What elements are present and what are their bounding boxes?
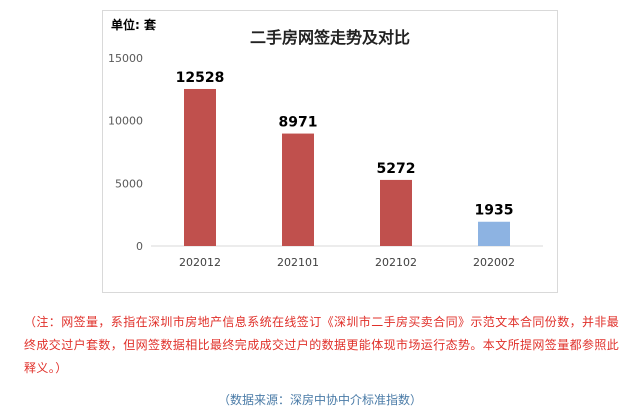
x-tick-label: 202012	[179, 256, 221, 269]
chart-title: 二手房网签走势及对比	[249, 28, 410, 47]
data-label: 5272	[377, 161, 416, 177]
bar-202002	[478, 221, 510, 246]
y-tick-label: 15000	[108, 52, 143, 65]
x-tick-label: 202101	[277, 256, 319, 269]
data-label: 12528	[176, 70, 225, 86]
y-tick-label: 10000	[108, 115, 143, 128]
data-label: 1935	[475, 203, 514, 219]
chart-panel: 0 5000 10000 15000 12528 202012 8971 202101 5272…	[102, 10, 558, 293]
y-tick-label: 5000	[115, 177, 143, 190]
bar-202101	[282, 133, 314, 246]
footnote: （注：网签量，系指在深圳市房地产信息系统在线签订《深圳市二手房买卖合同》示范文本…	[24, 315, 620, 375]
x-tick-label: 202002	[473, 256, 515, 269]
bar-chart: 0 5000 10000 15000 12528 202012 8971 202101 5272…	[108, 52, 543, 269]
unit-label: 单位: 套	[111, 18, 156, 32]
data-source: （数据来源：深房中协中介标准指数）	[217, 393, 422, 407]
bar-202102	[380, 179, 412, 246]
bar-202012	[184, 88, 216, 247]
x-tick-label: 202102	[375, 256, 417, 269]
y-tick-label: 0	[136, 240, 143, 253]
data-label: 8971	[279, 115, 318, 131]
